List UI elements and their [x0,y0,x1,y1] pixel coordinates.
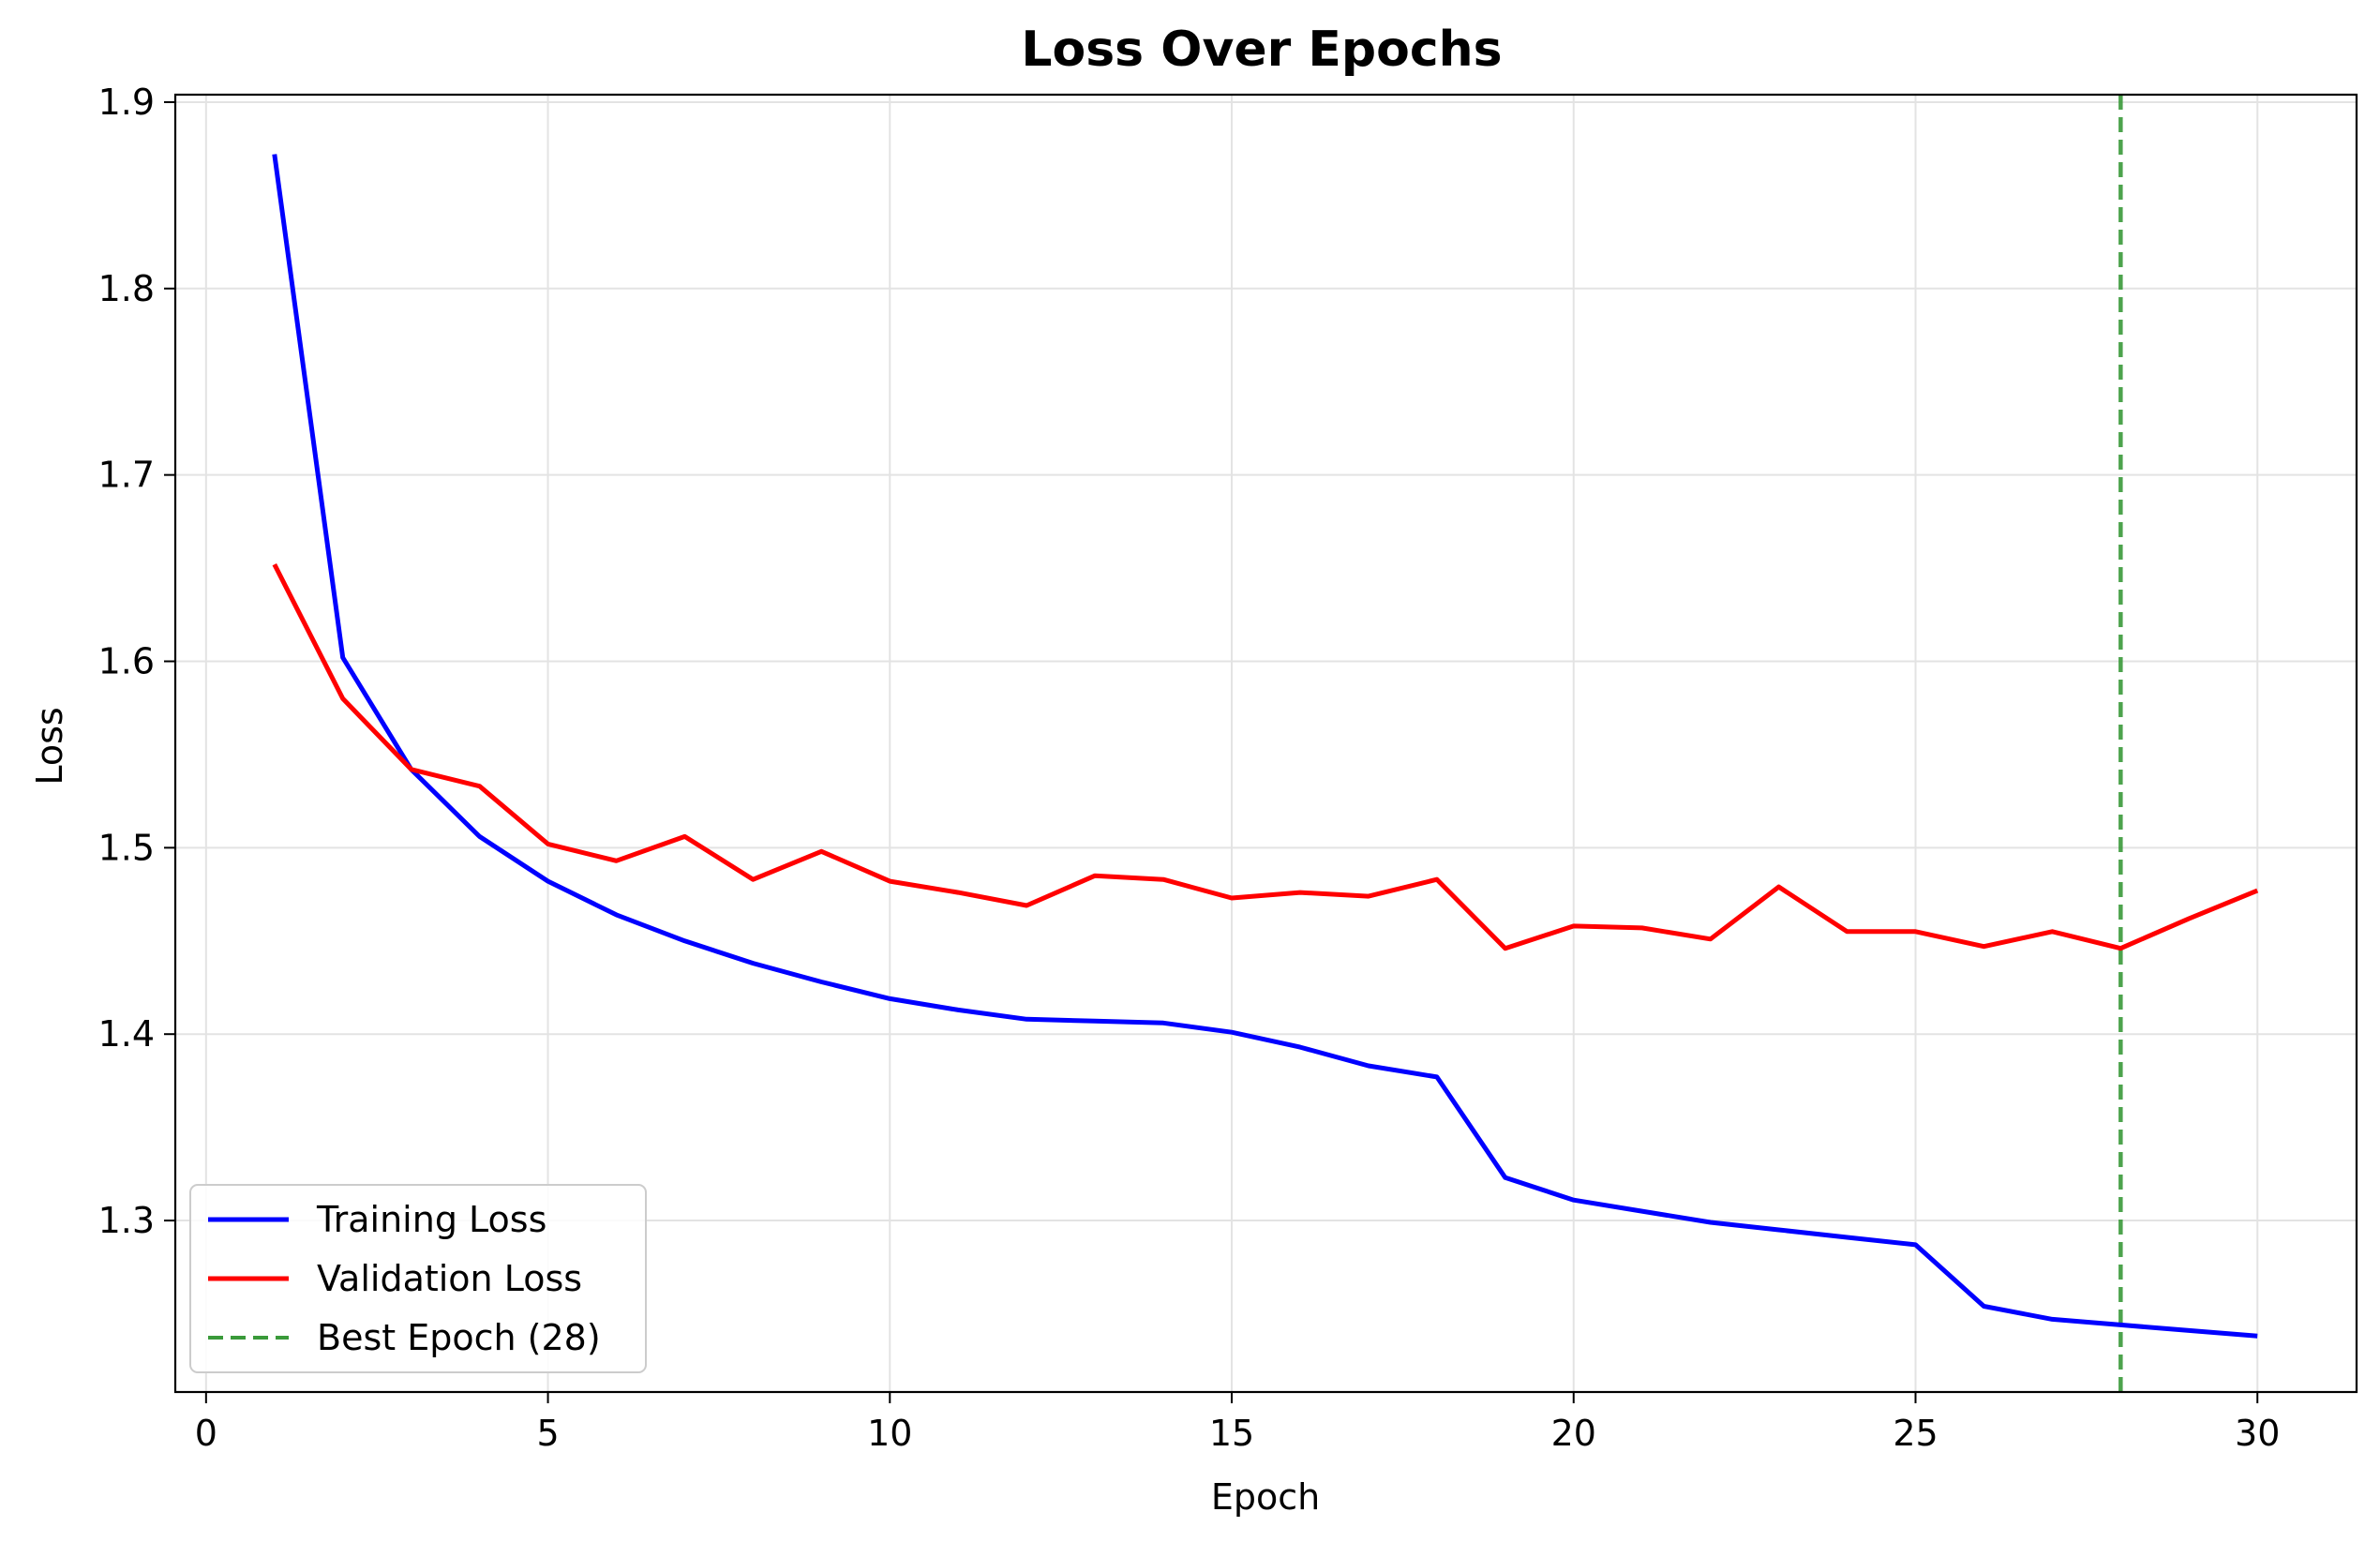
y-tick-label: 1.5 [98,827,155,868]
legend: Training Loss Validation Loss Best Epoch… [190,1185,646,1372]
legend-label-best-epoch: Best Epoch (28) [317,1317,601,1358]
y-tick-label: 1.9 [98,82,155,123]
x-tick-label: 20 [1551,1413,1596,1454]
y-axis-label: Loss [29,707,70,785]
x-tick-label: 30 [2235,1413,2280,1454]
x-axis-label: Epoch [1211,1476,1320,1518]
y-tick-label: 1.4 [98,1013,155,1055]
x-tick-label: 0 [195,1413,217,1454]
y-tick-label: 1.6 [98,641,155,682]
y-tick-label: 1.7 [98,455,155,496]
x-tick-label: 10 [867,1413,912,1454]
y-tick-label: 1.8 [98,268,155,309]
legend-label-training-loss: Training Loss [316,1199,546,1240]
y-tick-label: 1.3 [98,1200,155,1241]
x-tick-label: 15 [1209,1413,1254,1454]
legend-label-validation-loss: Validation Loss [317,1258,582,1299]
x-tick-label: 25 [1893,1413,1938,1454]
chart-title: Loss Over Epochs [1021,22,1502,78]
x-tick-label: 5 [536,1413,559,1454]
